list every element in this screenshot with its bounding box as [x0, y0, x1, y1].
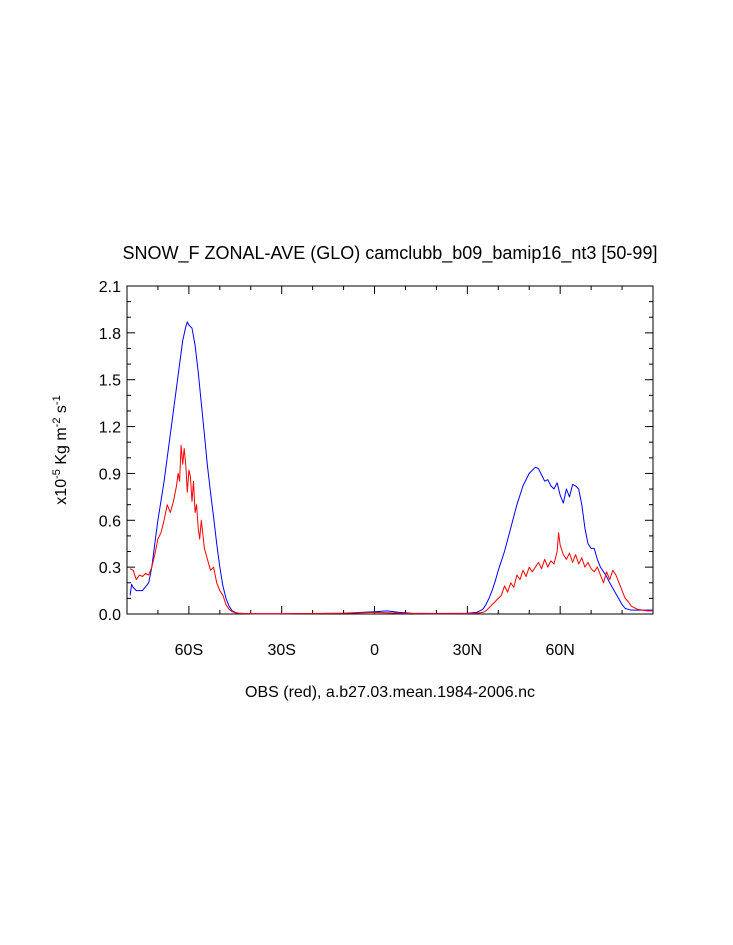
- y-axis-exponent-3: -1: [51, 395, 63, 405]
- y-tick-label: 1.8: [99, 326, 121, 343]
- y-tick-label: 0.6: [99, 513, 121, 530]
- y-tick-label: 1.5: [99, 373, 121, 390]
- x-axis-ticks: 60S 30S 0 30N 60N: [157, 286, 623, 659]
- x-tick-label: 60N: [545, 642, 574, 659]
- y-axis-title: x10-5 Kg m-2 s-1: [51, 395, 70, 504]
- y-tick-label: 2.1: [99, 279, 121, 296]
- x-tick-label: 60S: [175, 642, 203, 659]
- y-axis-unit-2: s: [53, 405, 70, 417]
- series-layer: [129, 321, 653, 615]
- series-line-2: [129, 444, 653, 615]
- y-tick-label: 0.9: [99, 466, 121, 483]
- y-axis-ticks: 0.0 0.3 0.6 0.9 1.2 1.5 1.8 2.1: [99, 279, 653, 624]
- plot-frame: [126, 285, 654, 615]
- y-tick-label: 1.2: [99, 420, 121, 437]
- chart-title: SNOW_F ZONAL-AVE (GLO) camclubb_b09_bami…: [123, 243, 658, 264]
- y-axis-prefix: x10: [53, 479, 70, 505]
- plot-area: 0.0 0.3 0.6 0.9 1.2 1.5 1.8 2.1 60S 30S 0 30N 60N: [99, 279, 654, 659]
- x-tick-label: 30N: [453, 642, 482, 659]
- x-tick-label: 30S: [267, 642, 295, 659]
- series-line-1: [129, 321, 653, 615]
- y-tick-label: 0.0: [99, 607, 121, 624]
- y-tick-label: 0.3: [99, 560, 121, 577]
- y-axis-exponent-2: -2: [51, 418, 63, 428]
- y-axis-exponent-1: -5: [51, 469, 63, 479]
- y-axis-unit-1: Kg m: [53, 427, 70, 469]
- x-tick-label: 0: [370, 642, 379, 659]
- x-axis-title: OBS (red), a.b27.03.mean.1984-2006.nc: [245, 684, 535, 701]
